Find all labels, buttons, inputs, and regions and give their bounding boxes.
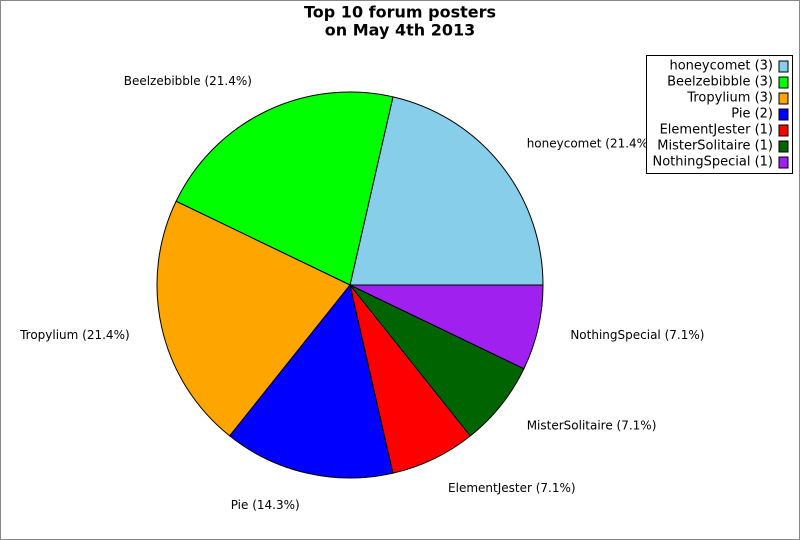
legend-label: Pie (2)	[731, 107, 773, 122]
legend-label: MisterSolitaire (1)	[657, 139, 773, 154]
legend-swatch	[778, 60, 789, 73]
legend-swatch	[778, 108, 789, 121]
slice-label: ElementJester (7.1%)	[448, 481, 576, 495]
chart-title: on May 4th 2013	[325, 21, 475, 40]
chart-title: Top 10 forum posters	[304, 3, 496, 22]
legend-label: Beelzebibble (3)	[667, 75, 773, 90]
pie-slice	[175, 91, 394, 286]
pie-slice	[349, 96, 544, 286]
slice-label: Beelzebibble (21.4%)	[124, 74, 252, 88]
legend-swatch	[778, 140, 789, 153]
legend-swatch	[778, 92, 789, 105]
slice-label: honeycomet (21.4%)	[527, 137, 653, 151]
legend-swatch	[778, 156, 789, 169]
pie-slice	[156, 200, 351, 437]
legend-swatch	[778, 124, 789, 137]
legend-label: honeycomet (3)	[669, 59, 773, 74]
legend-label: Tropylium (3)	[686, 91, 773, 106]
legend-swatch	[778, 76, 789, 89]
slice-label: Tropylium (21.4%)	[19, 328, 130, 342]
slice-label: MisterSolitaire (7.1%)	[527, 418, 657, 432]
pie-slice	[349, 284, 544, 370]
slice-label: Pie (14.3%)	[231, 498, 300, 512]
legend-label: ElementJester (1)	[660, 123, 773, 138]
legend-label: NothingSpecial (1)	[652, 155, 773, 170]
pie-slice	[228, 283, 394, 479]
legend-box	[646, 55, 793, 174]
slice-label: NothingSpecial (7.1%)	[570, 328, 704, 342]
